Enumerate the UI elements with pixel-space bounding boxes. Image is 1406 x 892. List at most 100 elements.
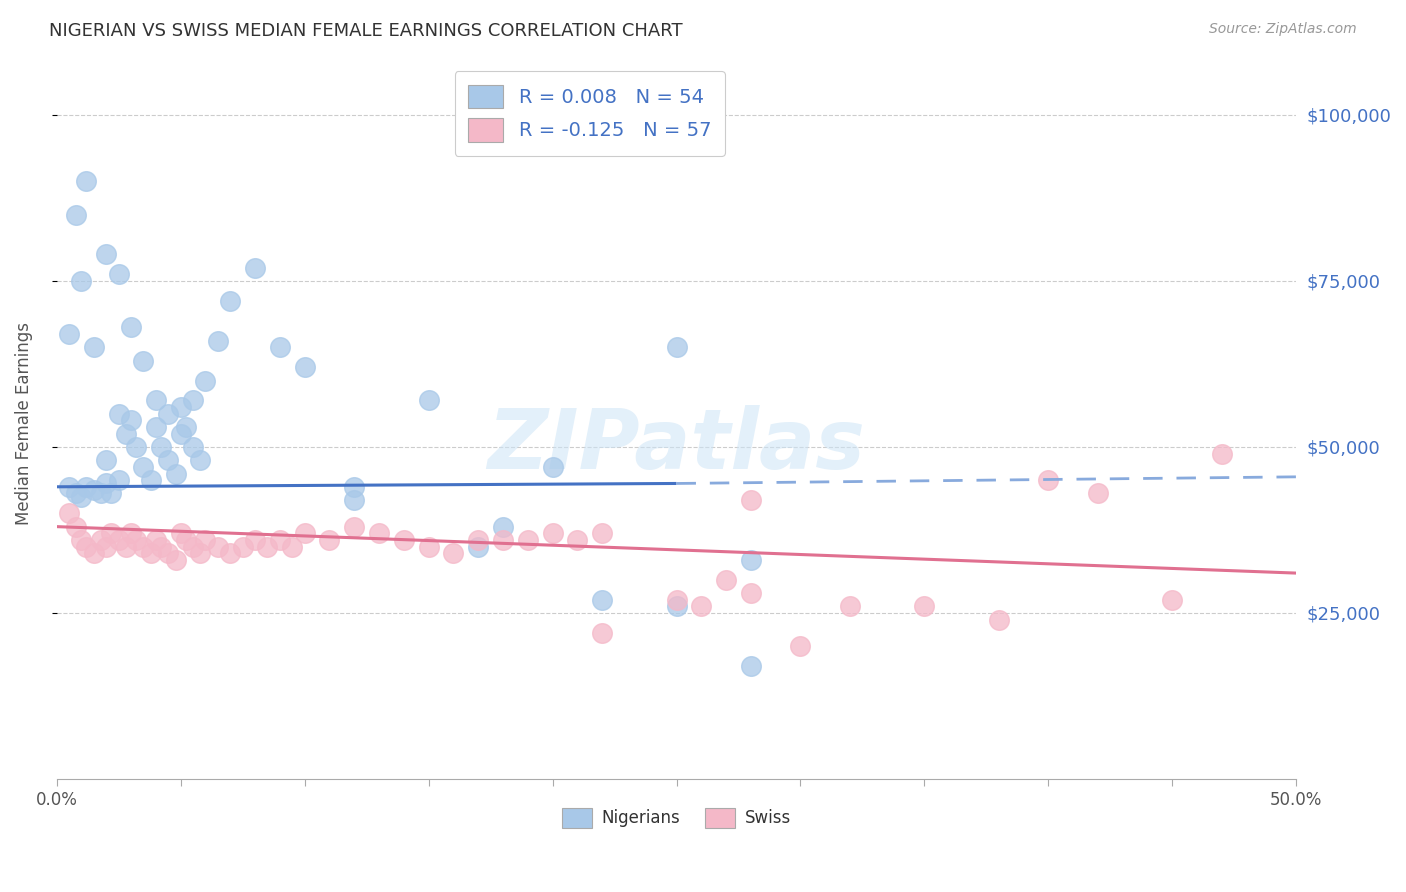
Text: ZIPatlas: ZIPatlas (488, 405, 866, 485)
Point (132, 353, 155, 368)
Point (58, 480, 80, 494)
Point (107, 533, 129, 547)
Point (207, 540, 229, 554)
Point (368, 526, 391, 541)
Point (70, 490, 93, 504)
Point (467, 533, 489, 547)
Point (665, 592, 688, 607)
Point (132, 459, 155, 474)
Point (107, 268, 129, 282)
Point (591, 625, 613, 640)
Point (839, 599, 862, 614)
Point (157, 453, 180, 467)
Point (690, 599, 713, 614)
Point (492, 519, 515, 533)
Point (157, 407, 180, 421)
Point (139, 473, 162, 487)
Point (269, 340, 291, 354)
Point (343, 493, 366, 508)
Point (120, 526, 142, 541)
Point (1087, 486, 1109, 500)
Point (269, 533, 291, 547)
Point (232, 540, 254, 554)
Point (194, 533, 217, 547)
Point (96, 247, 118, 261)
Text: Source: ZipAtlas.com: Source: ZipAtlas.com (1209, 22, 1357, 37)
Point (96, 453, 118, 467)
Point (145, 393, 167, 408)
Point (181, 393, 204, 408)
Point (194, 374, 217, 388)
Point (70, 274, 93, 288)
Point (281, 540, 304, 554)
Y-axis label: Median Female Earnings: Median Female Earnings (15, 322, 32, 525)
Point (914, 599, 936, 614)
Text: NIGERIAN VS SWISS MEDIAN FEMALE EARNINGS CORRELATION CHART: NIGERIAN VS SWISS MEDIAN FEMALE EARNINGS… (49, 22, 683, 40)
Point (591, 526, 613, 541)
Point (65, 208, 87, 222)
Point (96, 476, 118, 491)
Point (418, 393, 440, 408)
Point (243, 260, 266, 275)
Point (83, 340, 105, 354)
Point (115, 540, 138, 554)
Point (541, 459, 564, 474)
Legend: Nigerians, Swiss: Nigerians, Swiss (555, 801, 799, 835)
Point (740, 493, 762, 508)
Point (294, 526, 316, 541)
Point (83, 483, 105, 497)
Point (219, 293, 242, 308)
Point (100, 526, 122, 541)
Point (190, 453, 212, 467)
Point (165, 467, 187, 481)
Point (219, 546, 242, 560)
Point (125, 533, 148, 547)
Point (75, 540, 97, 554)
Point (492, 533, 515, 547)
Point (65, 519, 87, 533)
Point (343, 519, 366, 533)
Point (65, 486, 87, 500)
Point (207, 334, 229, 348)
Point (169, 400, 191, 414)
Point (132, 540, 155, 554)
Point (740, 659, 762, 673)
Point (96, 540, 118, 554)
Point (181, 540, 204, 554)
Point (665, 599, 688, 614)
Point (294, 360, 316, 375)
Point (516, 533, 538, 547)
Point (139, 546, 162, 560)
Point (174, 420, 197, 434)
Point (591, 592, 613, 607)
Point (75, 174, 97, 188)
Point (174, 533, 197, 547)
Point (149, 440, 172, 454)
Point (120, 413, 142, 427)
Point (714, 573, 737, 587)
Point (181, 440, 204, 454)
Point (70, 533, 93, 547)
Point (789, 639, 811, 653)
Point (343, 480, 366, 494)
Point (567, 533, 589, 547)
Point (157, 546, 180, 560)
Point (165, 553, 187, 567)
Point (169, 426, 191, 441)
Point (115, 426, 138, 441)
Point (467, 540, 489, 554)
Point (120, 320, 142, 334)
Point (169, 526, 191, 541)
Point (1161, 592, 1184, 607)
Point (145, 533, 167, 547)
Point (740, 586, 762, 600)
Point (1211, 447, 1233, 461)
Point (58, 327, 80, 342)
Point (392, 533, 415, 547)
Point (541, 526, 564, 541)
Point (987, 613, 1010, 627)
Point (83, 546, 105, 560)
Point (75, 480, 97, 494)
Point (90, 533, 112, 547)
Point (107, 407, 129, 421)
